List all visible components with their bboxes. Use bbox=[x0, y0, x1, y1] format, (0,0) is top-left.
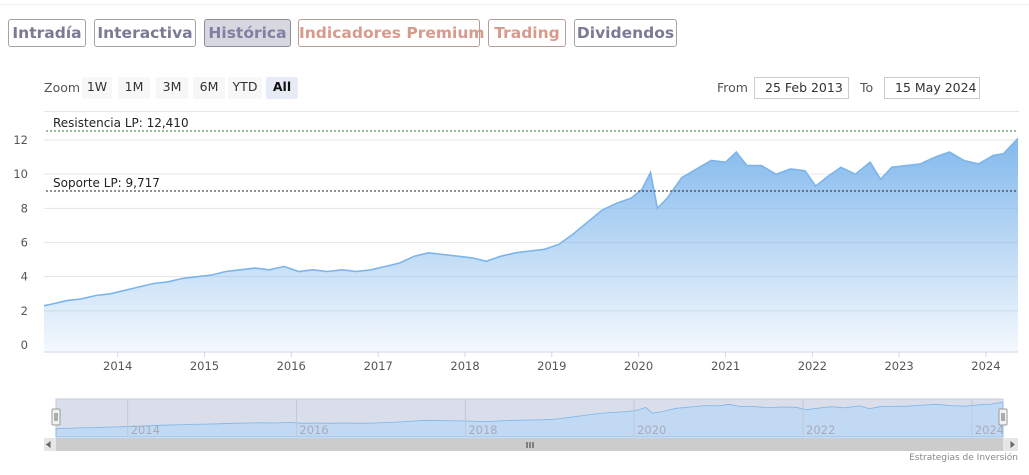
navigator[interactable]: 2014 2016 2018 2020 2022 2024 bbox=[44, 398, 1018, 451]
x-tick-label: 2021 bbox=[711, 359, 740, 373]
navigator-left-handle[interactable] bbox=[51, 408, 61, 426]
y-tick-label: 10 bbox=[13, 167, 28, 181]
y-tick-label: 4 bbox=[21, 270, 28, 284]
x-tick-label: 2016 bbox=[277, 359, 306, 373]
navigator-tick-label: 2024 bbox=[975, 423, 1004, 437]
zoom-all-button[interactable]: All bbox=[266, 77, 298, 99]
x-tick-label: 2022 bbox=[798, 359, 827, 373]
navigator-tick-label: 2020 bbox=[637, 423, 666, 437]
x-tick-label: 2018 bbox=[450, 359, 479, 373]
range-from-input[interactable]: 25 Feb 2013 bbox=[754, 77, 849, 99]
x-axis: 2014 2015 2016 2017 2018 2019 2020 2021 2022 2023… bbox=[44, 351, 1018, 373]
range-to-input[interactable]: 15 May 2024 bbox=[884, 77, 980, 99]
y-tick-label: 2 bbox=[21, 304, 28, 318]
x-tick-label: 2023 bbox=[884, 359, 913, 373]
range-from-label: From bbox=[717, 80, 748, 95]
x-tick-label: 2015 bbox=[190, 359, 219, 373]
scroll-right-arrow-icon[interactable] bbox=[1010, 440, 1015, 449]
price-line bbox=[43, 137, 1019, 307]
zoom-1w-button[interactable]: 1W bbox=[82, 77, 112, 99]
x-tick-label: 2017 bbox=[364, 359, 393, 373]
top-divider bbox=[0, 4, 1029, 5]
y-tick-label: 0 bbox=[21, 338, 28, 352]
zoom-ytd-button[interactable]: YTD bbox=[228, 77, 262, 99]
x-tick-label: 2020 bbox=[624, 359, 653, 373]
y-tick-label: 6 bbox=[21, 236, 28, 250]
x-tick-label: 2019 bbox=[537, 359, 566, 373]
navigator-tick-label: 2014 bbox=[131, 423, 160, 437]
navigator-tick-label: 2018 bbox=[468, 423, 497, 437]
y-tick-label: 12 bbox=[13, 133, 28, 147]
scroll-left-arrow-icon[interactable] bbox=[46, 440, 51, 449]
navigator-tick-label: 2016 bbox=[299, 423, 328, 437]
plot-lines: Resistencia LP: 12,410 Soporte LP: 9,717 bbox=[46, 116, 1018, 192]
range-to-label: To bbox=[860, 80, 874, 95]
zoom-3m-button[interactable]: 3M bbox=[156, 77, 188, 99]
tab-indicadores-premium[interactable]: Indicadores Premium bbox=[298, 19, 485, 47]
zoom-label: Zoom bbox=[44, 80, 81, 95]
tab-intradia[interactable]: Intradía bbox=[8, 19, 86, 47]
tab-dividendos[interactable]: Dividendos bbox=[574, 19, 677, 47]
tab-trading[interactable]: Trading bbox=[488, 19, 566, 47]
zoom-1m-button[interactable]: 1M bbox=[118, 77, 150, 99]
x-tick-label: 2024 bbox=[971, 359, 1000, 373]
support-label: Soporte LP: 9,717 bbox=[53, 176, 160, 190]
tab-interactiva[interactable]: Interactiva bbox=[94, 19, 196, 47]
x-tick-label: 2014 bbox=[103, 359, 132, 373]
zoom-6m-button[interactable]: 6M bbox=[193, 77, 225, 99]
navigator-series bbox=[55, 401, 1004, 438]
navigator-right-handle[interactable] bbox=[998, 408, 1008, 426]
price-series bbox=[43, 137, 1019, 352]
navigator-tick-label: 2022 bbox=[806, 423, 835, 437]
y-tick-label: 8 bbox=[21, 201, 28, 215]
tab-historica[interactable]: Histórica bbox=[204, 19, 291, 47]
y-axis: 0 2 4 6 8 10 12 bbox=[13, 133, 28, 352]
chart-credit: Estrategias de Inversión bbox=[909, 453, 1018, 463]
toolbar-divider bbox=[44, 111, 1019, 112]
price-area bbox=[44, 138, 1018, 352]
resistance-label: Resistencia LP: 12,410 bbox=[53, 116, 189, 130]
